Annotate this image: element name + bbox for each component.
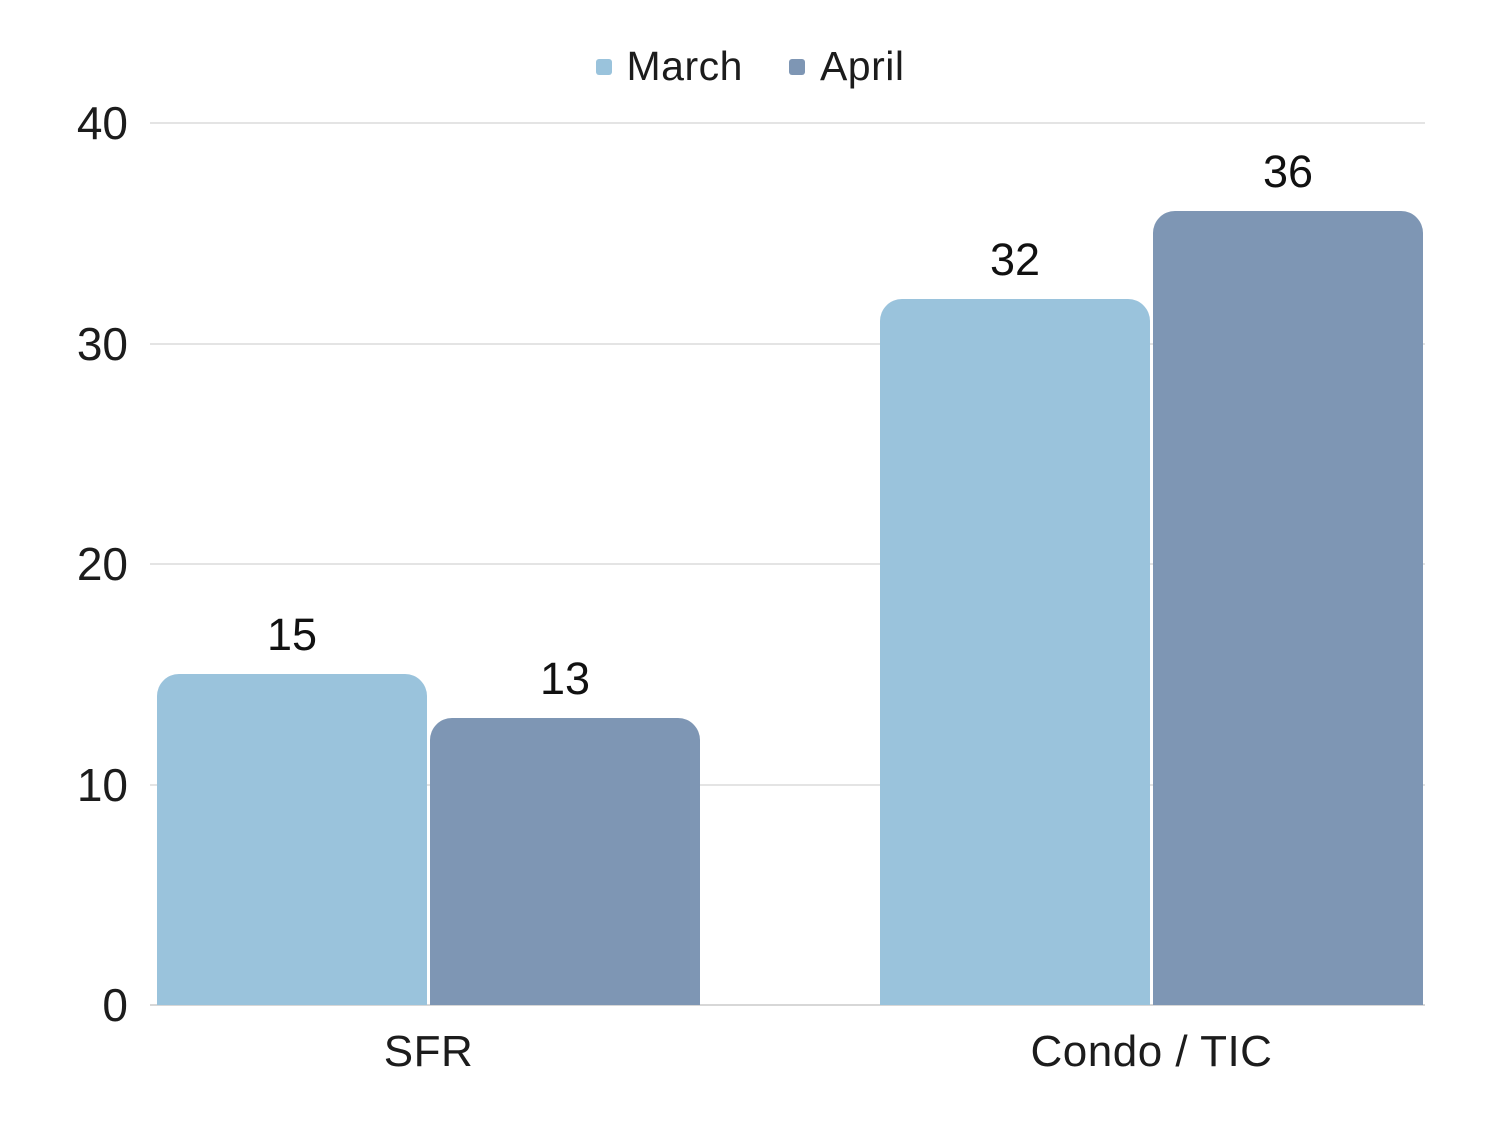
bar-sfr-march[interactable]	[157, 674, 427, 1005]
bar-condo-tic-march[interactable]	[880, 299, 1150, 1005]
chart-legend: March April	[0, 46, 1500, 87]
y-tick-label-0: 0	[102, 979, 128, 1031]
value-label-condo-tic-april: 36	[1262, 146, 1314, 198]
legend-item-april[interactable]: April	[788, 43, 905, 89]
legend-swatch-march	[595, 58, 612, 75]
legend-label: April	[819, 43, 905, 89]
y-tick-label-30: 30	[76, 317, 128, 370]
x-category-label-condo-tic: Condo / TIC	[1030, 1027, 1273, 1076]
legend-item-march[interactable]: March	[595, 43, 743, 89]
legend-swatch-april	[788, 58, 805, 75]
legend-label: March	[626, 43, 743, 89]
gridline-y-10	[150, 783, 1425, 786]
bar-sfr-april[interactable]	[430, 718, 700, 1005]
value-label-sfr-march: 15	[266, 609, 318, 661]
gridline-y-40	[150, 122, 1425, 124]
value-label-sfr-april: 13	[539, 653, 591, 705]
gridline-y-30	[150, 342, 1425, 345]
value-label-condo-tic-march: 32	[989, 234, 1041, 286]
y-tick-label-10: 10	[76, 758, 128, 811]
y-tick-label-20: 20	[76, 538, 128, 590]
x-axis-line	[150, 1004, 1425, 1006]
bar-condo-tic-april[interactable]	[1153, 211, 1423, 1005]
gridline-y-20	[150, 563, 1425, 565]
y-tick-label-40: 40	[76, 97, 128, 149]
x-category-label-sfr: SFR	[383, 1027, 474, 1076]
